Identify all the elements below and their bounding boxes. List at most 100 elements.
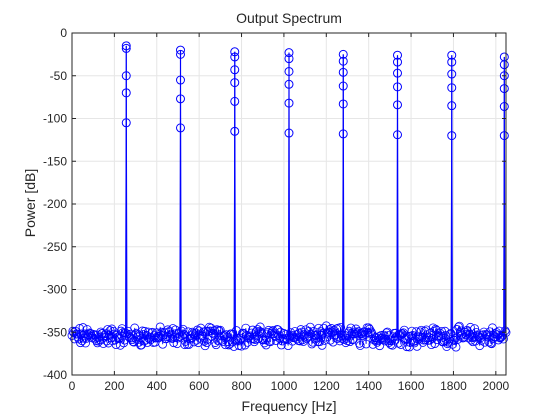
noise-marker bbox=[432, 325, 441, 335]
peak-marker bbox=[499, 102, 509, 112]
noise-marker bbox=[470, 324, 480, 334]
noise-marker bbox=[124, 331, 134, 341]
x-tick-label: 0 bbox=[69, 379, 76, 393]
noise-marker bbox=[444, 334, 454, 344]
peak-marker bbox=[447, 57, 457, 67]
peak-marker bbox=[393, 100, 402, 110]
noise-marker bbox=[496, 333, 506, 342]
noise-marker bbox=[343, 328, 353, 338]
noise-marker bbox=[348, 335, 357, 345]
noise-marker bbox=[295, 336, 305, 346]
x-tick-label: 1800 bbox=[440, 379, 467, 393]
peak-marker bbox=[230, 65, 240, 75]
noise-marker bbox=[427, 340, 436, 350]
x-tick-label: 400 bbox=[147, 379, 167, 393]
peak-marker bbox=[230, 52, 240, 62]
noise-marker bbox=[240, 340, 250, 350]
peak-marker bbox=[338, 99, 348, 109]
peak-marker bbox=[121, 118, 131, 128]
peak-marker bbox=[447, 83, 457, 93]
x-tick-label: 1000 bbox=[271, 379, 298, 393]
noise-marker bbox=[254, 326, 264, 336]
peak-marker bbox=[338, 49, 348, 59]
noise-marker bbox=[265, 337, 275, 347]
noise-marker bbox=[155, 322, 165, 332]
noise-marker bbox=[441, 331, 451, 340]
x-tick-label: 600 bbox=[189, 379, 209, 393]
noise-marker bbox=[495, 333, 505, 343]
noise-marker bbox=[198, 331, 207, 341]
peak-marker bbox=[447, 101, 457, 111]
peak-marker bbox=[230, 96, 240, 106]
peak-marker bbox=[176, 94, 185, 104]
peak-marker bbox=[121, 88, 131, 98]
peak-marker bbox=[284, 98, 294, 108]
noise-marker bbox=[465, 322, 475, 332]
peak-marker bbox=[338, 56, 348, 66]
noise-marker bbox=[178, 324, 188, 334]
noise-marker bbox=[130, 323, 140, 333]
peak-marker bbox=[393, 82, 402, 92]
noise-marker bbox=[80, 329, 90, 339]
noise-marker bbox=[326, 324, 336, 333]
noise-marker bbox=[212, 325, 222, 334]
peak-marker bbox=[338, 67, 348, 77]
x-tick-label: 800 bbox=[232, 379, 252, 393]
noise-marker bbox=[481, 329, 491, 339]
noise-marker bbox=[382, 327, 392, 337]
noise-marker bbox=[407, 326, 417, 336]
peak-marker bbox=[284, 128, 294, 138]
noise-marker bbox=[338, 331, 347, 341]
peak-marker bbox=[499, 84, 509, 94]
y-tick-label: -50 bbox=[50, 69, 68, 83]
peak-marker bbox=[393, 68, 402, 78]
peak-marker bbox=[176, 75, 185, 85]
noise-marker bbox=[416, 325, 426, 335]
noise-marker bbox=[179, 329, 189, 339]
peak-marker bbox=[176, 49, 185, 59]
y-tick-label: -150 bbox=[43, 154, 67, 168]
noise-marker bbox=[317, 340, 327, 350]
noise-marker bbox=[332, 334, 342, 343]
noise-marker bbox=[224, 340, 234, 350]
noise-marker bbox=[194, 326, 204, 336]
noise-marker bbox=[390, 335, 400, 345]
y-tick-label: -400 bbox=[43, 368, 67, 382]
noise-marker bbox=[202, 338, 212, 347]
peak-marker bbox=[284, 54, 294, 64]
noise-marker bbox=[500, 326, 510, 336]
noise-marker bbox=[255, 322, 265, 332]
peak-marker bbox=[121, 41, 131, 51]
noise-marker bbox=[440, 326, 450, 336]
peak-marker bbox=[121, 43, 131, 53]
noise-marker bbox=[76, 338, 85, 348]
y-axis-label: Power [dB] bbox=[22, 168, 38, 238]
noise-marker bbox=[159, 328, 169, 337]
peak-marker bbox=[284, 48, 294, 58]
noise-marker bbox=[336, 322, 346, 332]
peak-marker bbox=[393, 50, 402, 60]
peak-marker bbox=[338, 81, 348, 91]
noise-marker bbox=[158, 339, 168, 349]
noise-marker bbox=[379, 330, 389, 340]
noise-marker bbox=[243, 333, 253, 343]
noise-marker bbox=[107, 324, 117, 334]
peak-marker bbox=[176, 45, 185, 55]
noise-marker bbox=[392, 332, 402, 341]
noise-marker bbox=[281, 330, 291, 339]
noise-marker bbox=[417, 332, 427, 342]
noise-marker bbox=[217, 331, 227, 341]
peak-marker bbox=[230, 78, 240, 88]
noise-marker bbox=[487, 339, 496, 349]
x-tick-label: 1600 bbox=[398, 379, 425, 393]
noise-marker bbox=[499, 334, 508, 344]
x-tick-label: 2000 bbox=[482, 379, 509, 393]
peak-marker bbox=[230, 126, 240, 136]
noise-marker bbox=[439, 336, 449, 345]
noise-marker bbox=[149, 331, 159, 340]
peak-marker bbox=[393, 57, 402, 67]
noise-marker bbox=[78, 323, 88, 332]
noise-marker bbox=[215, 325, 225, 335]
noise-marker bbox=[361, 339, 371, 349]
noise-marker bbox=[452, 325, 462, 334]
